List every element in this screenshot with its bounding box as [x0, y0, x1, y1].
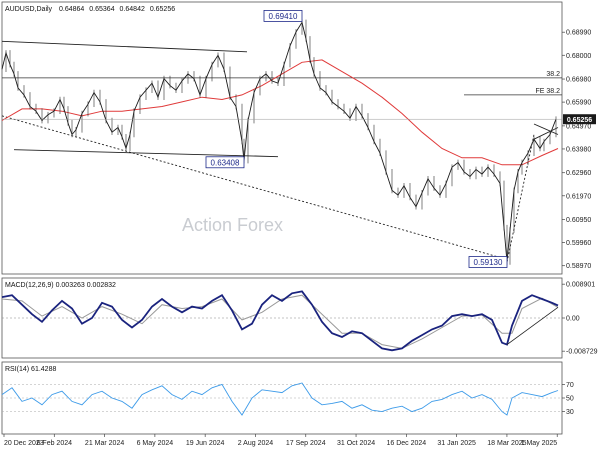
x-tick-label: 6 May 2024	[137, 440, 174, 447]
trend-line	[1, 115, 503, 259]
price-panel-frame	[1, 1, 563, 275]
price-y-tick-label: 0.65990	[566, 100, 591, 107]
macd-trend-line	[506, 307, 559, 345]
x-tick-label: 21 Mar 2024	[85, 440, 124, 447]
svg-text:AUDUSD,Daily 0.64864: AUDUSD,Daily 0.64864 0.65364 0.64842 0.6…	[5, 6, 175, 13]
trend-line	[13, 149, 279, 158]
x-tick-label: 20 Dec 2023	[4, 440, 44, 447]
x-tick-label: 2 Aug 2024	[238, 440, 274, 447]
price-y-tick-label: 0.60950	[566, 217, 591, 224]
price-series-line	[1, 21, 557, 263]
watermark: Action Forex	[182, 215, 283, 235]
ohlc-high: 0.65364	[89, 6, 114, 13]
price-label-box	[468, 256, 508, 268]
price-y-tick-label: 0.61970	[566, 193, 591, 200]
trend-line	[1, 40, 248, 53]
price-label-box-text: 0.59130	[474, 258, 503, 267]
price-y-tick-label: 0.59960	[566, 240, 591, 247]
rsi-line	[1, 382, 559, 416]
price-y-tick-label: 0.66980	[566, 77, 591, 84]
x-tick-label: 19 Jun 2024	[186, 440, 225, 447]
current-price-tag	[563, 114, 596, 125]
price-y-tick-label: 0.63980	[566, 146, 591, 153]
x-tick-label: 31 Jan 2025	[437, 440, 476, 447]
trend-line	[533, 123, 559, 135]
x-tick-label: 18 Mar 2025	[487, 440, 526, 447]
macd-y-tick-label: -0.008729	[566, 349, 598, 356]
macd-y-tick-label: 0.00	[566, 316, 580, 323]
macd-line	[1, 290, 559, 352]
ohlc-low: 0.64842	[120, 6, 145, 13]
rsi-y-tick-label: 50	[566, 396, 574, 403]
price-panel-title: AUDUSD,Daily	[5, 6, 53, 13]
fib-level-label: FE 38.2	[535, 88, 560, 95]
price-y-tick-label: 0.64970	[566, 123, 591, 130]
ohlc-close: 0.65256	[150, 6, 175, 13]
ohlc-open: 0.64864	[59, 6, 84, 13]
price-label-box-text: 0.63408	[211, 158, 240, 167]
price-label-box	[263, 10, 303, 22]
rsi-y-tick-label: 30	[566, 409, 574, 416]
trend-line	[533, 127, 559, 140]
sma-line	[1, 59, 559, 166]
current-price-tag-text: 0.65256	[567, 117, 592, 124]
x-tick-label: 16 Dec 2024	[386, 440, 426, 447]
price-y-tick-label: 0.62960	[566, 170, 591, 177]
x-tick-label: 31 Oct 2024	[337, 440, 375, 447]
x-tick-label: 17 Sep 2024	[286, 440, 326, 447]
x-tick-label: 6 Feb 2024	[37, 440, 73, 447]
price-y-tick-label: 0.68000	[566, 53, 591, 60]
x-tick-label: 1 May 2025	[521, 440, 558, 447]
macd-panel-title: MACD(12,26,9) 0.003263 0.002832	[5, 282, 116, 289]
price-y-tick-label: 0.68990	[566, 30, 591, 37]
fib-level-label: 38.2	[546, 71, 560, 78]
macd-y-tick-label: 0.008901	[566, 282, 595, 289]
price-label-box	[205, 156, 245, 169]
price-label-box-text: 0.69410	[269, 12, 298, 21]
rsi-panel-title: RSI(14) 61.4288	[5, 366, 56, 373]
price-y-tick-label: 0.58970	[566, 263, 591, 270]
trend-line	[506, 134, 535, 263]
rsi-y-tick-label: 70	[566, 382, 574, 389]
